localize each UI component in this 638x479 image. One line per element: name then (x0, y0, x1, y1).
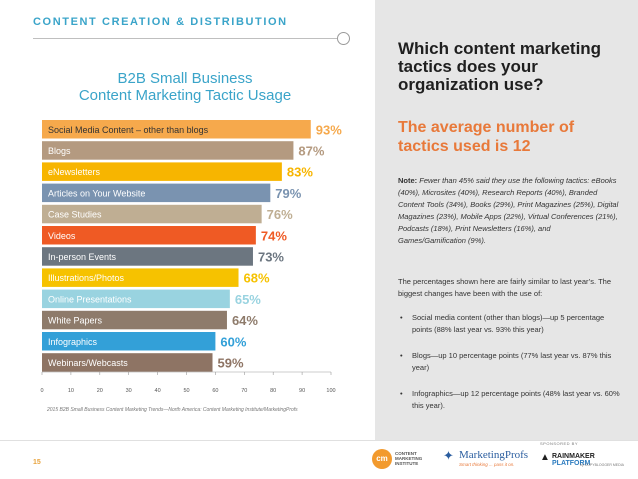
list-item: Infographics—up 12 percentage points (48… (398, 388, 620, 412)
rainmaker-icon: ▲ (540, 452, 550, 463)
bar-value-label: 83% (287, 165, 313, 180)
bar (42, 120, 311, 139)
bar-chart: Social Media Content – other than blogs 9… (40, 120, 342, 394)
x-tick-label: 50 (183, 388, 189, 394)
chart-source: 2015 B2B Small Business Content Marketin… (47, 407, 298, 413)
bar (42, 162, 282, 181)
bar-category-label: Social Media Content – other than blogs (48, 125, 209, 135)
bar-category-label: White Papers (48, 316, 103, 326)
bar-value-label: 60% (220, 334, 246, 349)
bar-value-label: 76% (267, 207, 293, 222)
bar-category-label: In-person Events (48, 252, 117, 262)
question-heading: Which content marketing tactics does you… (398, 39, 602, 94)
bar-category-label: Case Studies (48, 210, 102, 220)
sponsored-label: SPONSORED BY (540, 441, 579, 446)
chart-title-line2: Content Marketing Tactic Usage (78, 87, 292, 104)
x-tick-label: 60 (212, 388, 218, 394)
x-tick-label: 80 (270, 388, 276, 394)
bar-category-label: Blogs (48, 146, 71, 156)
list-item: Blogs—up 10 percentage points (77% last … (398, 350, 620, 374)
page-number: 15 (33, 459, 41, 466)
average-heading: The average number of tactics used is 12 (398, 119, 575, 155)
footer-divider (0, 440, 638, 441)
bar (42, 247, 253, 266)
bar-category-label: Videos (48, 231, 76, 241)
bar-value-label: 87% (298, 143, 324, 158)
marketingprofs-logo: ✦ MarketingProfs Smart thinking ... pass… (443, 447, 533, 473)
chart-title-line1: B2B Small Business (117, 70, 253, 87)
bar-category-label: Webinars/Webcasts (48, 358, 128, 368)
chart-title: B2B Small Business Content Marketing Tac… (40, 70, 330, 104)
changes-list: Social media content (other than blogs)—… (398, 312, 620, 426)
left-panel: CONTENT CREATION & DISTRIBUTION B2B Smal… (33, 16, 350, 466)
x-tick-label: 20 (97, 388, 103, 394)
marketingprofs-name: MarketingProfs (459, 449, 529, 461)
bar-value-label: 68% (244, 271, 270, 286)
bar (42, 226, 256, 245)
bar-category-label: Infographics (48, 337, 98, 347)
x-tick-label: 0 (40, 388, 43, 394)
x-tick-label: 30 (126, 388, 132, 394)
x-tick-label: 40 (155, 388, 161, 394)
intro-paragraph: The percentages shown here are fairly si… (398, 277, 612, 298)
bar-category-label: eNewsletters (48, 167, 101, 177)
cmi-logo-text: CONTENT MARKETING INSTITUTE (395, 451, 423, 466)
x-tick-label: 90 (299, 388, 305, 394)
bar-value-label: 93% (316, 122, 342, 137)
bar (42, 204, 262, 224)
bar (42, 141, 294, 160)
header-circle-icon (337, 32, 350, 45)
bar (42, 289, 230, 309)
cmi-logo: cm CONTENT MARKETING INSTITUTE (372, 449, 442, 471)
bar (42, 310, 227, 330)
bar-category-label: Articles on Your Website (48, 188, 145, 198)
note-label: Note: (398, 176, 418, 185)
platform-word: PLATFORM (552, 460, 591, 467)
bar (42, 183, 271, 203)
bar (42, 353, 213, 372)
bar-value-label: 73% (258, 249, 284, 264)
rainmaker-byline: by COPYBLOGGER MEDIA (580, 463, 624, 467)
x-tick-label: 100 (326, 388, 335, 394)
bar-category-label: Online Presentations (48, 294, 132, 304)
rainmaker-name: RAINMAKER PLATFORM (552, 453, 630, 467)
bar-value-label: 79% (275, 186, 301, 201)
x-tick-label: 70 (241, 388, 247, 394)
note-paragraph: Note: Fewer than 45% said they use the f… (398, 175, 620, 247)
bar (42, 332, 216, 351)
bar-value-label: 59% (218, 355, 244, 370)
bar-value-label: 65% (235, 292, 261, 307)
bird-icon: ✦ (443, 448, 454, 463)
rainmaker-logo: ▲ RAINMAKER PLATFORM by COPYBLOGGER MEDI… (540, 452, 630, 472)
bar-category-label: Illustrations/Photos (48, 273, 125, 283)
header-divider (33, 38, 340, 39)
cmi-badge-icon: cm (372, 449, 392, 469)
marketingprofs-tagline: Smart thinking ... pass it on. (459, 462, 515, 467)
bar-value-label: 74% (261, 228, 287, 243)
x-tick-label: 10 (68, 388, 74, 394)
bar-value-label: 64% (232, 313, 258, 328)
rainmaker-word: RAINMAKER (552, 453, 595, 460)
bar (42, 268, 239, 287)
note-text: Fewer than 45% said they use the followi… (398, 176, 619, 245)
list-item: Social media content (other than blogs)—… (398, 312, 620, 336)
section-label: CONTENT CREATION & DISTRIBUTION (33, 16, 288, 28)
